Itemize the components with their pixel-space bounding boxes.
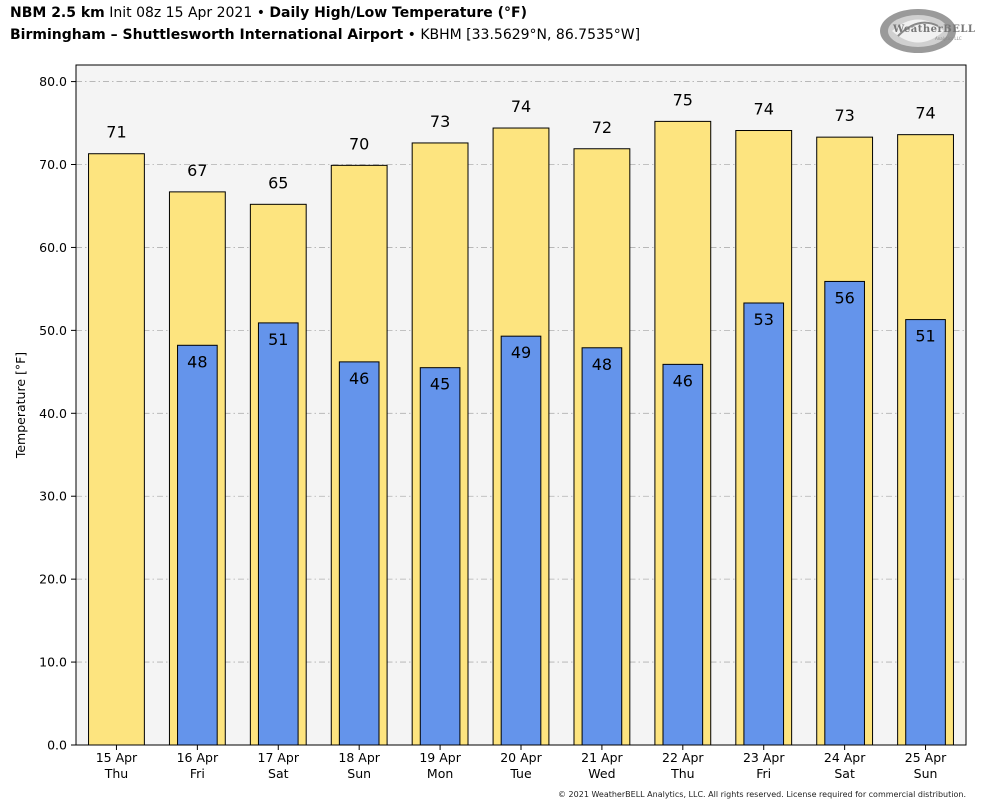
y-tick-label: 10.0 [39, 655, 67, 670]
high-temp-label: 73 [834, 106, 854, 125]
x-tick-date: 19 Apr [419, 750, 461, 765]
x-tick-weekday: Mon [427, 766, 453, 781]
low-temp-bar [257, 322, 299, 746]
low-temp-label: 46 [673, 371, 693, 390]
station-name: Birmingham – Shuttlesworth International… [10, 27, 404, 43]
high-temp-label: 67 [187, 161, 207, 180]
low-temp-bar [177, 344, 218, 746]
low-temp-bar [824, 280, 865, 746]
x-tick-date: 21 Apr [581, 750, 623, 765]
high-temp-label: 65 [268, 173, 288, 192]
low-temp-label: 46 [349, 369, 369, 388]
init-time: Init 08z 15 Apr 2021 [109, 5, 253, 21]
x-tick-date: 18 Apr [338, 750, 380, 765]
low-temp-bar [743, 302, 785, 746]
high-temp-label: 74 [511, 97, 531, 116]
high-temp-label: 74 [915, 104, 935, 123]
x-tick-date: 24 Apr [824, 750, 866, 765]
x-tick-weekday: Fri [756, 766, 771, 781]
x-tick-date: 20 Apr [500, 750, 542, 765]
y-tick-label: 20.0 [39, 572, 67, 587]
high-temp-label: 74 [754, 100, 774, 119]
low-temp-bar [662, 363, 704, 746]
y-tick-label: 80.0 [39, 74, 67, 89]
high-temp-label: 75 [673, 90, 693, 109]
low-temp-bar [905, 319, 946, 746]
x-tick-date: 15 Apr [96, 750, 138, 765]
x-tick-date: 17 Apr [258, 750, 300, 765]
low-temp-label: 53 [754, 310, 774, 329]
high-temp-label: 73 [430, 112, 450, 131]
logo-subtext: Analytics LLC [935, 36, 962, 41]
x-tick-weekday: Sun [914, 766, 938, 781]
low-temp-label: 56 [834, 288, 854, 307]
low-temp-bar [419, 367, 461, 746]
y-axis-label: Temperature [°F] [13, 352, 28, 459]
weatherbell-logo-icon [880, 9, 956, 53]
low-temp-label: 51 [915, 327, 935, 346]
y-tick-label: 40.0 [39, 406, 67, 421]
station-code: KBHM [33.5629°N, 86.7535°W] [420, 27, 641, 43]
low-temp-label: 45 [430, 375, 450, 394]
high-temp-label: 72 [592, 118, 612, 137]
high-temp-label: 70 [349, 134, 369, 153]
x-tick-date: 23 Apr [743, 750, 785, 765]
x-tick-weekday: Tue [509, 766, 532, 781]
bullet-1: • [256, 5, 265, 21]
model-name: NBM 2.5 km [10, 5, 105, 21]
high-temp-label: 71 [106, 123, 126, 142]
y-tick-label: 0.0 [47, 738, 67, 753]
y-tick-label: 50.0 [39, 323, 67, 338]
low-temp-bar [581, 347, 623, 746]
x-tick-weekday: Sat [268, 766, 289, 781]
low-temp-label: 48 [592, 355, 612, 374]
low-temp-label: 49 [511, 343, 531, 362]
x-tick-weekday: Sun [347, 766, 371, 781]
low-temp-label: 48 [187, 352, 207, 371]
low-temp-bar [338, 361, 380, 746]
low-temp-label: 51 [268, 330, 288, 349]
x-tick-date: 22 Apr [662, 750, 704, 765]
x-tick-weekday: Fri [190, 766, 205, 781]
x-tick-weekday: Thu [104, 766, 128, 781]
chart-title-line-1: NBM 2.5 km Init 08z 15 Apr 2021 • Daily … [10, 5, 527, 21]
y-tick-label: 30.0 [39, 489, 67, 504]
low-temp-bar [500, 335, 542, 746]
y-tick-label: 60.0 [39, 240, 67, 255]
high-temp-bar [88, 153, 145, 746]
logo-text: WeatherBELL [893, 24, 976, 35]
copyright-notice: © 2021 WeatherBELL Analytics, LLC. All r… [558, 790, 966, 799]
x-tick-date: 25 Apr [905, 750, 947, 765]
chart-title-line-2: Birmingham – Shuttlesworth International… [10, 27, 640, 43]
x-tick-weekday: Wed [588, 766, 615, 781]
x-tick-weekday: Sat [834, 766, 855, 781]
y-tick-label: 70.0 [39, 157, 67, 172]
x-tick-weekday: Thu [670, 766, 694, 781]
bullet-2: • [407, 27, 416, 43]
x-tick-date: 16 Apr [177, 750, 219, 765]
product-name: Daily High/Low Temperature (°F) [269, 5, 527, 21]
